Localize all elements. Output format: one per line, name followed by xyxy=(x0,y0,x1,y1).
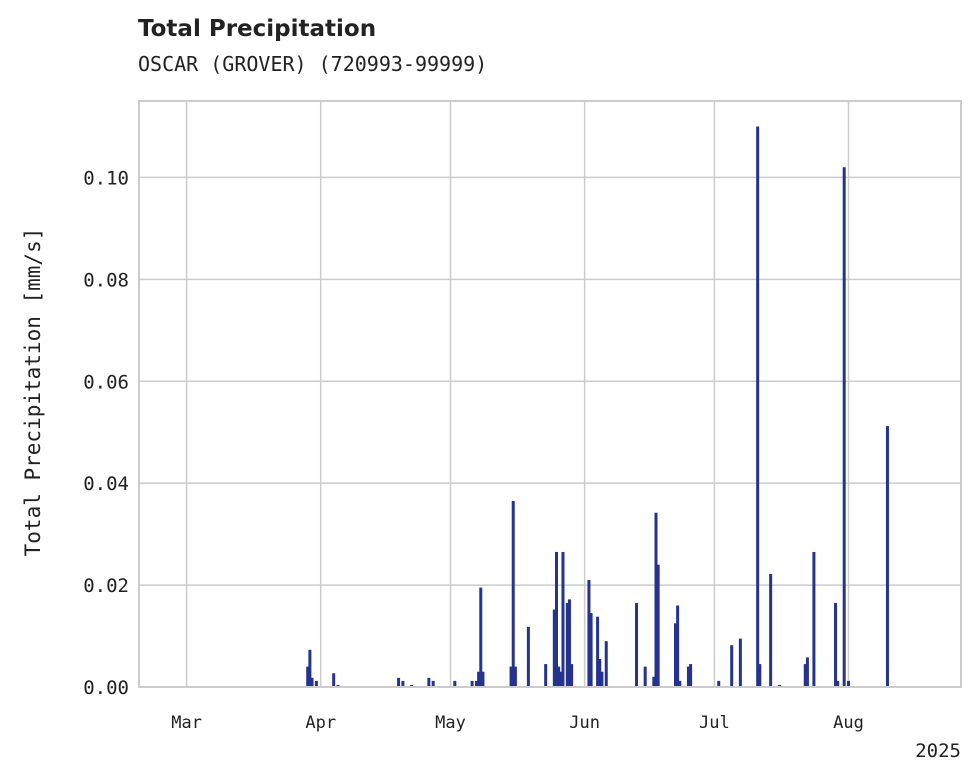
precipitation-bar xyxy=(570,664,574,687)
precipitation-bar xyxy=(652,676,656,687)
precipitation-bar xyxy=(678,680,682,687)
precipitation-bar xyxy=(552,609,556,687)
x-tick-label: Jul xyxy=(699,713,730,733)
precipitation-bar xyxy=(604,641,608,687)
precipitation-bar xyxy=(557,666,561,687)
precipitation-bar xyxy=(336,684,340,687)
precipitation-bar xyxy=(673,623,677,687)
chart-title: Total Precipitation xyxy=(138,16,377,42)
x-tick-label: Jun xyxy=(569,713,600,733)
precipitation-bar xyxy=(643,666,647,687)
y-tick-label: 0.04 xyxy=(83,473,129,495)
precipitation-bar xyxy=(738,638,742,687)
bar-series xyxy=(306,126,889,688)
plot-frame xyxy=(138,100,962,688)
precipitation-bar xyxy=(686,666,690,687)
precipitation-bar xyxy=(847,680,851,687)
precipitation-bar xyxy=(477,671,481,687)
x-tick-label: Mar xyxy=(171,713,202,733)
precipitation-bar xyxy=(600,671,604,687)
precipitation-bar xyxy=(453,680,457,687)
precipitation-bar xyxy=(513,666,517,687)
precipitation-bar xyxy=(836,680,840,687)
precipitation-bar xyxy=(511,501,515,687)
precipitation-bar xyxy=(885,426,889,687)
chart-subtitle: OSCAR (GROVER) (720993-99999) xyxy=(138,52,488,76)
precipitation-bar xyxy=(314,680,318,687)
precipitation-bar xyxy=(656,564,660,687)
precipitation-bar xyxy=(805,657,809,687)
x-axis-offset-label: 2025 xyxy=(915,740,961,762)
precipitation-bar xyxy=(544,664,548,687)
precipitation-bar xyxy=(717,680,721,687)
y-tick-label: 0.08 xyxy=(83,269,129,291)
precipitation-bar xyxy=(310,677,314,687)
y-tick-label: 0.10 xyxy=(83,167,129,189)
precipitation-bar xyxy=(470,680,474,687)
precipitation-bar xyxy=(567,599,571,687)
grid xyxy=(139,101,961,688)
precipitation-bar xyxy=(834,602,838,687)
precipitation-bar xyxy=(554,551,558,687)
precipitation-bar xyxy=(777,684,781,687)
x-axis-ticks: Mar Apr May Jun Jul Aug xyxy=(171,713,864,733)
precipitation-bar xyxy=(654,512,658,687)
precipitation-bar xyxy=(769,573,773,687)
y-tick-label: 0.02 xyxy=(83,575,129,597)
precipitation-bar xyxy=(756,126,760,687)
y-tick-label: 0.00 xyxy=(83,677,129,699)
y-tick-label: 0.06 xyxy=(83,371,129,393)
precipitation-bar xyxy=(427,677,431,687)
y-axis-ticks: 0.00 0.02 0.04 0.06 0.08 0.10 xyxy=(83,167,129,699)
precipitation-bar xyxy=(587,579,591,687)
precipitation-bar xyxy=(410,684,414,687)
precipitation-bar xyxy=(397,677,401,687)
precipitation-bar xyxy=(598,658,602,687)
precipitation-bar xyxy=(758,664,762,687)
precipitation-bar xyxy=(596,616,600,687)
precipitation-bar xyxy=(431,680,435,687)
precipitation-bar xyxy=(842,167,846,688)
precipitation-bar xyxy=(474,680,478,687)
precipitation-bar xyxy=(509,666,513,687)
precipitation-bar xyxy=(635,602,639,687)
precipitation-bar xyxy=(526,626,530,687)
precipitation-bar xyxy=(803,664,807,687)
precipitation-bar xyxy=(401,680,405,687)
precipitation-bar xyxy=(812,551,816,687)
precipitation-bar xyxy=(479,587,483,687)
precipitation-bar xyxy=(559,671,563,687)
y-axis-label: Total Precipitation [mm/s] xyxy=(21,228,45,557)
precipitation-bar xyxy=(689,664,693,687)
precipitation-bar xyxy=(481,671,485,687)
precipitation-bar xyxy=(306,666,310,687)
x-tick-label: Aug xyxy=(833,713,864,733)
precipitation-bar xyxy=(561,551,565,687)
precipitation-bar xyxy=(676,605,680,687)
precipitation-bar xyxy=(332,673,336,687)
x-tick-label: Apr xyxy=(305,713,336,733)
precipitation-bar xyxy=(308,649,312,687)
precipitation-bar xyxy=(589,613,593,687)
x-tick-label: May xyxy=(435,713,466,733)
precipitation-bar xyxy=(565,602,569,687)
precipitation-bar xyxy=(730,645,734,687)
